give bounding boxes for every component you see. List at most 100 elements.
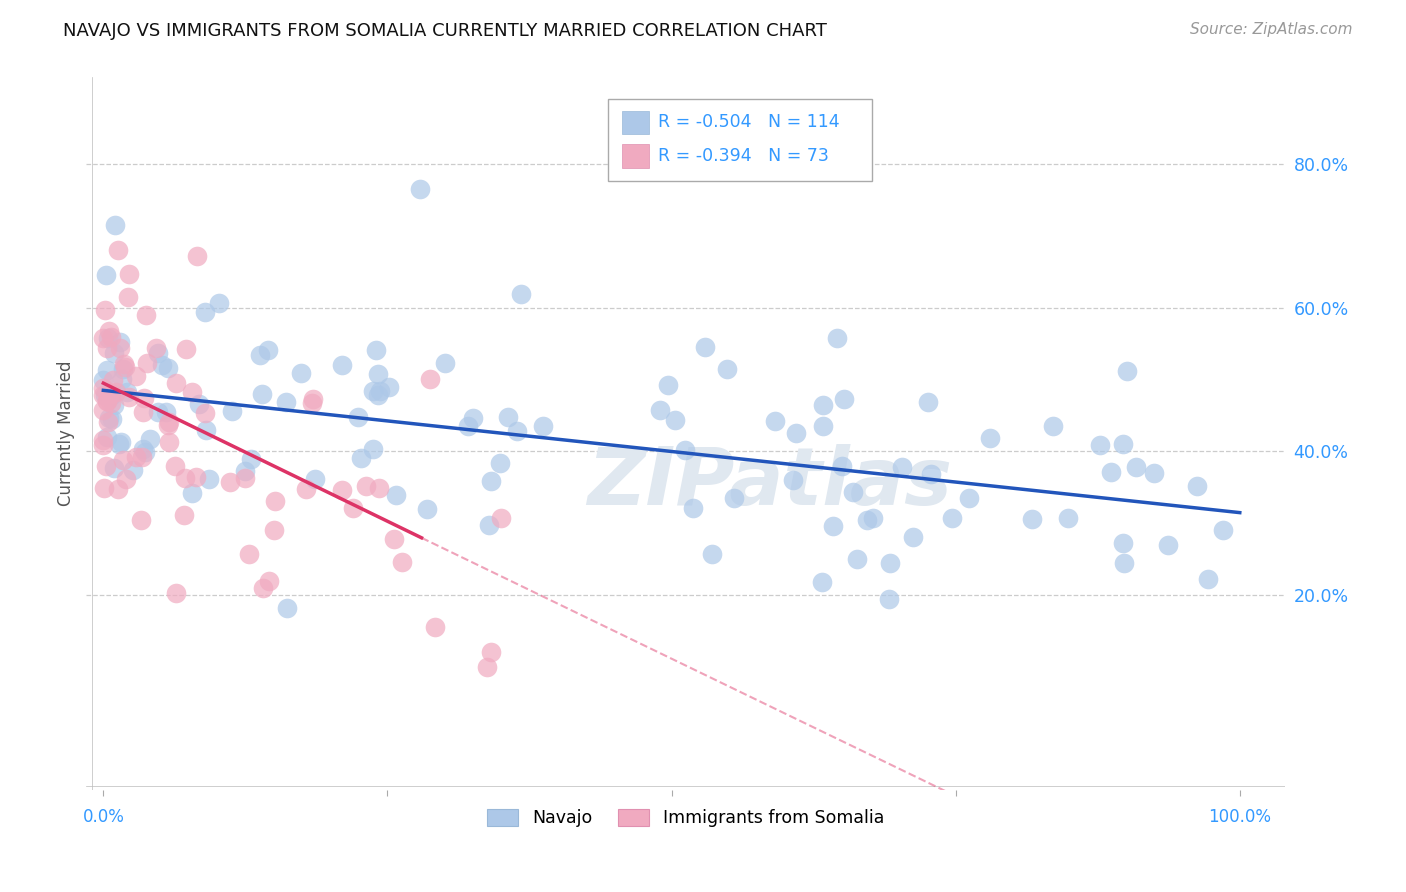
Point: [184, 470, 207, 484]
Point: [96, 430, 118, 444]
Point: [1114, 556, 1136, 570]
Point: [93, 373, 115, 387]
Point: [342, 500, 364, 515]
Point: [664, 413, 686, 427]
Point: [917, 394, 939, 409]
Point: [682, 500, 704, 515]
Point: [114, 359, 136, 374]
Point: [233, 470, 256, 484]
Point: [93, 438, 115, 452]
Point: [301, 395, 323, 409]
Point: [434, 356, 457, 370]
Point: [294, 482, 316, 496]
Point: [657, 378, 679, 392]
Point: [198, 472, 221, 486]
FancyBboxPatch shape: [607, 99, 872, 181]
Point: [108, 437, 131, 451]
Point: [274, 395, 297, 409]
Point: [98, 385, 121, 400]
Point: [157, 415, 180, 429]
Point: [361, 384, 384, 398]
Point: [479, 474, 502, 488]
Point: [101, 411, 124, 425]
Point: [1021, 512, 1043, 526]
Point: [1115, 364, 1137, 378]
Point: [186, 249, 208, 263]
Point: [347, 410, 370, 425]
Point: [104, 385, 127, 400]
Point: [94, 268, 117, 282]
Point: [489, 511, 512, 525]
Point: [856, 513, 879, 527]
Point: [901, 531, 924, 545]
Point: [150, 358, 173, 372]
Point: [108, 341, 131, 355]
Point: [181, 485, 204, 500]
Point: [350, 450, 373, 465]
Point: [159, 435, 181, 450]
Point: [330, 359, 353, 373]
Point: [93, 388, 115, 402]
Point: [145, 341, 167, 355]
Point: [811, 574, 834, 589]
Point: [423, 620, 446, 634]
Point: [111, 453, 134, 467]
Point: [385, 488, 408, 502]
Point: [156, 360, 179, 375]
Point: [103, 346, 125, 360]
Point: [391, 555, 413, 569]
Point: [108, 334, 131, 349]
Point: [208, 296, 231, 310]
Point: [134, 445, 156, 459]
Point: [1057, 510, 1080, 524]
Point: [257, 343, 280, 357]
Point: [673, 443, 696, 458]
Point: [419, 371, 441, 385]
Point: [131, 450, 153, 464]
Point: [877, 591, 900, 606]
Point: [821, 518, 844, 533]
Point: [505, 424, 527, 438]
Point: [91, 331, 114, 345]
Point: [409, 182, 432, 196]
Point: [174, 471, 197, 485]
Point: [782, 473, 804, 487]
Point: [368, 481, 391, 495]
Point: [367, 388, 389, 402]
Point: [648, 403, 671, 417]
Point: [132, 442, 155, 456]
Point: [97, 325, 120, 339]
Point: [155, 405, 177, 419]
Point: [825, 331, 848, 345]
Point: [112, 357, 135, 371]
Point: [695, 340, 717, 354]
Point: [920, 467, 942, 482]
Point: [702, 548, 724, 562]
FancyBboxPatch shape: [623, 111, 648, 135]
Point: [463, 411, 485, 425]
Point: [93, 433, 115, 447]
Point: [846, 552, 869, 566]
Point: [811, 398, 834, 412]
Point: [831, 458, 853, 473]
Point: [174, 342, 197, 356]
Point: [489, 456, 512, 470]
Point: [138, 432, 160, 446]
Text: NAVAJO VS IMMIGRANTS FROM SOMALIA CURRENTLY MARRIED CORRELATION CHART: NAVAJO VS IMMIGRANTS FROM SOMALIA CURREN…: [63, 22, 827, 40]
Text: Source: ZipAtlas.com: Source: ZipAtlas.com: [1189, 22, 1353, 37]
Point: [979, 431, 1001, 445]
Point: [263, 523, 285, 537]
Point: [96, 394, 118, 409]
Legend: Navajo, Immigrants from Somalia: Navajo, Immigrants from Somalia: [479, 802, 891, 834]
Point: [330, 483, 353, 498]
Point: [364, 343, 387, 358]
Point: [157, 417, 180, 432]
Point: [125, 450, 148, 464]
Point: [188, 397, 211, 411]
Point: [957, 491, 980, 505]
Point: [101, 373, 124, 387]
Point: [879, 556, 901, 570]
Point: [135, 308, 157, 322]
Point: [219, 475, 242, 490]
Point: [132, 391, 155, 405]
